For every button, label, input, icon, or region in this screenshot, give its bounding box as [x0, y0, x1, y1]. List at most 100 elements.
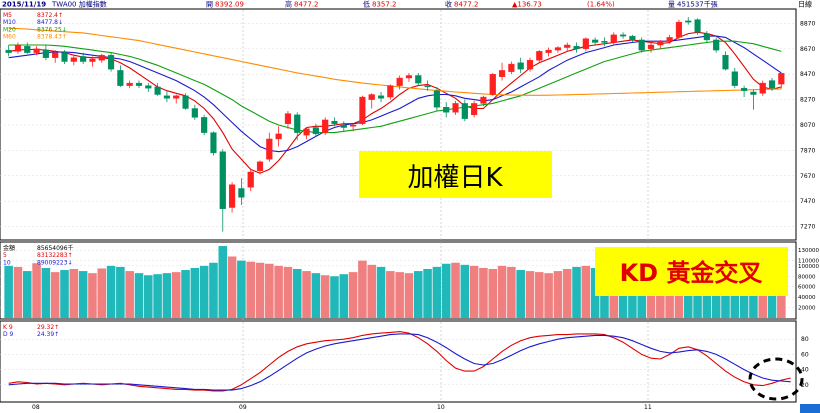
volume-bar [572, 266, 581, 318]
volume-bar [367, 264, 377, 318]
volume-tick-label: 40000 [798, 295, 816, 301]
candle-body [694, 19, 701, 33]
candle-body [731, 71, 738, 86]
volume-bar [32, 263, 41, 318]
price-tick-label: 7670 [800, 173, 815, 180]
volume-bar [153, 274, 162, 318]
candle-body [33, 48, 40, 53]
corner-tag [800, 404, 820, 413]
volume-bar [404, 273, 414, 318]
candle-body [80, 56, 87, 62]
volume-bar [469, 265, 479, 318]
candle-body [396, 77, 403, 86]
candle-body [70, 57, 77, 62]
volume-bar [320, 275, 330, 318]
header-period: 日線 [798, 0, 812, 9]
kd-legend-name: K 9 [3, 324, 13, 331]
candle-body [42, 49, 49, 58]
candle-body [713, 39, 720, 51]
month-label: 09 [239, 404, 247, 411]
candle-body [703, 33, 710, 41]
candle-body [210, 132, 217, 154]
volume-bar [97, 268, 107, 318]
candle-body [536, 51, 543, 61]
volume-bar [553, 271, 563, 318]
volume-tick-label: 60000 [798, 285, 816, 291]
candle-body [275, 133, 282, 140]
candle-body [741, 87, 748, 91]
header-close-label: 收 [445, 0, 452, 9]
kd-lines [8, 331, 791, 392]
price-tick-label: 7470 [800, 198, 815, 205]
price-tick-label: 8870 [800, 20, 815, 27]
candle-body [5, 49, 12, 53]
volume-bar [358, 260, 367, 318]
candle-body [219, 151, 226, 209]
candle-body [359, 96, 366, 124]
candle-body [256, 161, 264, 171]
volume-bar [413, 271, 423, 318]
header-date: 2015/11/19 [2, 1, 46, 9]
price-legend-value: 8378.43↑ [37, 34, 67, 41]
volume-bar [237, 260, 246, 318]
candle-body [228, 184, 236, 208]
price-annotation-text: 加權日K [407, 163, 503, 193]
price-legend: M5 8372.4↑ M10 8477.8↓ M20 8376.25↓ M60 8378.43… [3, 12, 67, 41]
candle-body [685, 20, 692, 23]
candle-body [182, 95, 189, 109]
header-high-value: 8477.2 [294, 1, 319, 9]
volume-bar [78, 271, 88, 318]
volume-bar [50, 272, 60, 318]
kd-panel-frame [0, 320, 797, 403]
volume-bar [516, 270, 525, 318]
volume-legend-value: 85654096千 [37, 244, 74, 252]
candle-body [433, 90, 440, 108]
volume-bar [535, 272, 544, 318]
volume-legend-name: 金額 [3, 244, 15, 252]
candle-body [508, 63, 515, 72]
volume-tick-label: 100000 [798, 264, 819, 270]
candle-body [489, 74, 496, 95]
price-annotation-box [359, 151, 552, 198]
candle-body [675, 21, 683, 38]
volume-bar [525, 271, 535, 318]
volume-bar [311, 273, 321, 318]
volume-bar [488, 268, 498, 318]
candle-body [247, 171, 254, 188]
volume-legend-value: 89009223↓ [37, 259, 73, 266]
candle-body [135, 82, 143, 86]
candle-body [266, 138, 273, 160]
volume-bar [13, 266, 23, 318]
candle-body [461, 103, 468, 119]
candle-body [89, 58, 96, 62]
volume-bar [199, 265, 209, 318]
candle-body [424, 85, 431, 88]
header-high-label: 高 [285, 0, 292, 9]
volume-bar [181, 270, 190, 318]
kd-line [8, 331, 791, 392]
candle-body [629, 35, 636, 41]
header-volume-value: 451537千張 [677, 0, 718, 9]
volume-bar [432, 266, 442, 318]
candle-body [117, 70, 124, 86]
volume-bar [60, 270, 69, 318]
volume-bar [227, 256, 237, 318]
volume-bar [274, 265, 283, 318]
kd-annotation-text: KD 黃金交叉 [620, 259, 764, 287]
golden-cross-circle [748, 357, 804, 401]
volume-tick-label: 20000 [798, 306, 816, 312]
volume-legend-name: 10 [3, 259, 11, 266]
month-label: 08 [32, 404, 40, 411]
volume-bar [162, 273, 172, 318]
volume-tick-label: 130000 [798, 248, 819, 254]
candle-body [638, 39, 645, 51]
volume-bar [255, 262, 265, 318]
volume-bar [497, 265, 507, 318]
volume-bar [69, 268, 79, 318]
candle-body [163, 95, 171, 99]
volume-bar [730, 275, 740, 318]
volume-bar [386, 271, 395, 318]
candle-body [173, 95, 180, 99]
volume-bar [451, 262, 460, 318]
